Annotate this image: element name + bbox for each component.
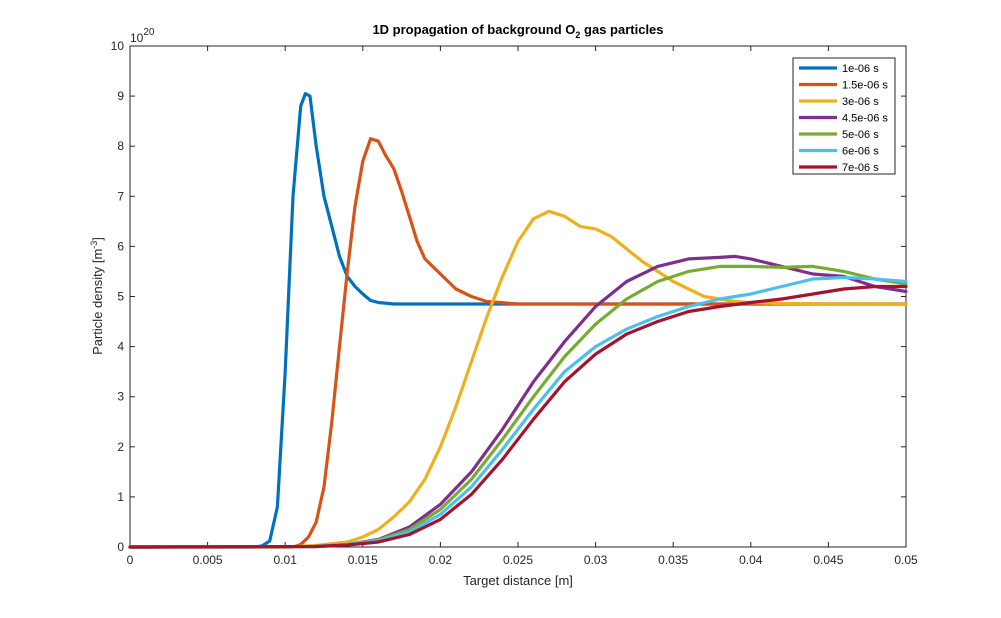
- series-line-1: [128, 137, 908, 549]
- chart-title-subscript: 2: [575, 30, 580, 40]
- y-axis-label-main: Particle density [m: [90, 249, 105, 355]
- x-tick-label: 0.05: [894, 553, 918, 567]
- y-axis-ticks: 0 1 2 3 4 5 6 7 8 9 10: [111, 39, 906, 554]
- x-tick-label: 0.005: [193, 553, 223, 567]
- x-tick-label: 0.045: [813, 553, 843, 567]
- y-tick-label: 9: [117, 89, 124, 103]
- plot-area: [129, 45, 907, 548]
- y-axis-label: Particle density [m-3]: [89, 237, 105, 355]
- y-tick-label: 1: [117, 490, 124, 504]
- y-tick-label: 4: [117, 340, 124, 354]
- y-tick-label: 0: [117, 540, 124, 554]
- legend-label: 5e-06 s: [842, 129, 879, 141]
- y-axis-label-tail: ]: [90, 237, 105, 241]
- legend-label: 7e-06 s: [842, 162, 879, 174]
- legend-label: 4.5e-06 s: [842, 113, 888, 125]
- series-line-2: [128, 209, 908, 549]
- legend-label: 3e-06 s: [842, 96, 879, 108]
- x-tick-label: 0.035: [658, 553, 688, 567]
- series-layer: [128, 91, 908, 549]
- series-line-6: [128, 284, 908, 549]
- y-tick-label: 10: [111, 39, 125, 53]
- x-tick-label: 0.02: [429, 553, 453, 567]
- y-tick-label: 2: [117, 440, 124, 454]
- y-axis-label-superscript: -3: [89, 241, 99, 249]
- x-axis-label: Target distance [m]: [463, 573, 573, 588]
- chart-title-tail: gas particles: [580, 22, 663, 37]
- legend-label: 1e-06 s: [842, 63, 879, 75]
- legend-label: 6e-06 s: [842, 146, 879, 158]
- x-tick-label: 0: [127, 553, 134, 567]
- legend-label: 1.5e-06 s: [842, 80, 888, 92]
- y-multiplier-base: 10: [130, 31, 144, 45]
- x-tick-label: 0.01: [274, 553, 298, 567]
- legend: 1e-06 s 1.5e-06 s 3e-06 s 4.5e-06 s 5e-06 s 6…: [792, 57, 896, 175]
- y-tick-label: 7: [117, 189, 124, 203]
- x-tick-label: 0.04: [739, 553, 763, 567]
- y-tick-label: 3: [117, 390, 124, 404]
- x-tick-label: 0.025: [503, 553, 533, 567]
- chart-title-main: 1D propagation of background O: [372, 22, 575, 37]
- y-multiplier: 1020: [130, 27, 155, 45]
- y-multiplier-exponent: 20: [143, 27, 155, 38]
- x-tick-label: 0.03: [584, 553, 608, 567]
- y-tick-label: 8: [117, 139, 124, 153]
- y-tick-label: 6: [117, 239, 124, 253]
- x-tick-label: 0.015: [348, 553, 378, 567]
- x-axis-ticks: 0 0.005 0.01 0.015 0.02 0.025 0.03 0.035 0.04 0.0…: [127, 46, 918, 567]
- series-line-0: [128, 91, 908, 549]
- chart-title: 1D propagation of background O2 gas part…: [372, 22, 663, 40]
- y-tick-label: 5: [117, 290, 124, 304]
